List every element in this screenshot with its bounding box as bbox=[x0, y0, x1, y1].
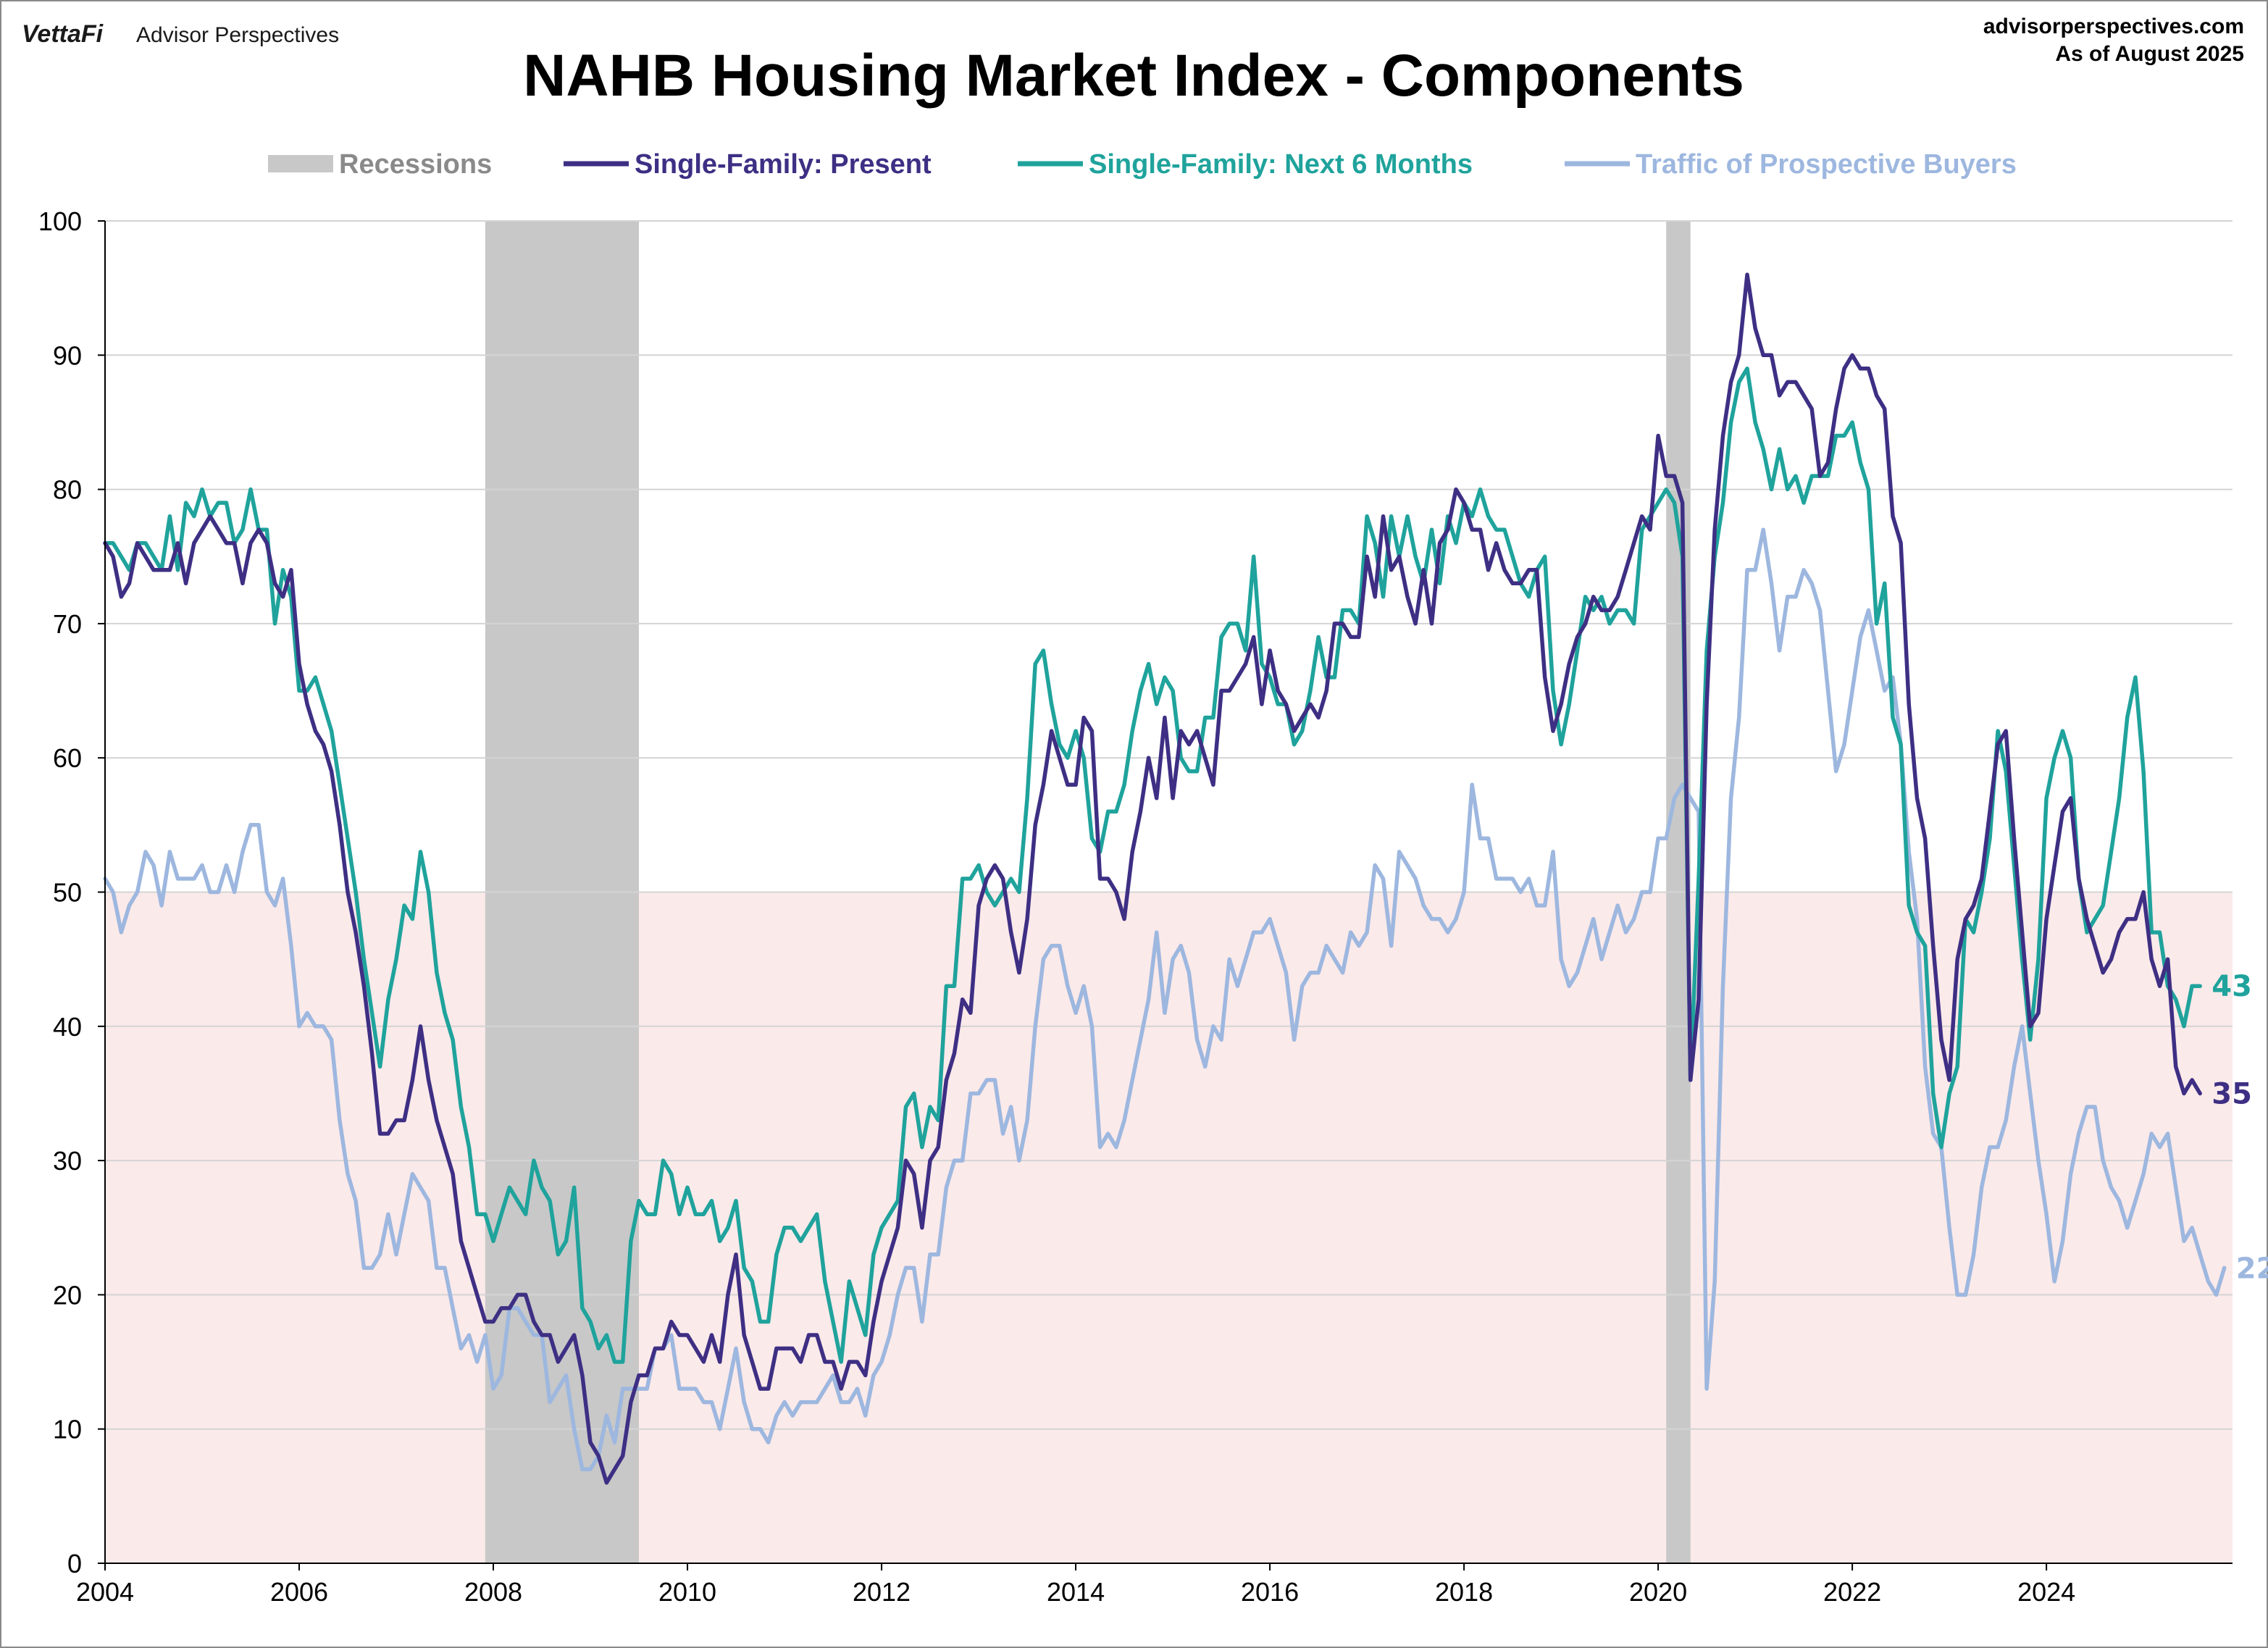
end-labels: 35 43 22 bbox=[2211, 970, 2268, 1285]
brand-subtitle: Advisor Perspectives bbox=[136, 23, 339, 47]
x-tick-label: 2004 bbox=[76, 1577, 134, 1607]
x-tick-label: 2018 bbox=[1435, 1577, 1493, 1607]
x-tick-labels: 2004 2006 2008 2010 2012 2014 2016 2018 2020 2022… bbox=[76, 1577, 2075, 1607]
series-line-traffic bbox=[103, 527, 2227, 1472]
x-tick-label: 2010 bbox=[658, 1577, 716, 1607]
as-of-date: As of August 2025 bbox=[2055, 42, 2244, 66]
y-tick-label: 100 bbox=[38, 206, 82, 236]
legend-label-recession: Recessions bbox=[339, 149, 492, 180]
y-tick-labels: 0 10 20 30 40 50 60 70 80 90 100 bbox=[38, 206, 82, 1578]
series-lines bbox=[103, 272, 2227, 1485]
chart-title: NAHB Housing Market Index - Components bbox=[523, 43, 1744, 109]
axes bbox=[98, 220, 2233, 1570]
x-tick-label: 2014 bbox=[1047, 1577, 1105, 1607]
x-tick-label: 2024 bbox=[2017, 1577, 2075, 1607]
y-tick-label: 50 bbox=[53, 878, 82, 908]
legend-label-next6: Single-Family: Next 6 Months bbox=[1089, 149, 1473, 180]
legend-label-present: Single-Family: Present bbox=[635, 149, 932, 180]
y-tick-label: 80 bbox=[53, 475, 82, 505]
legend: Recessions Single-Family: Present Single-F… bbox=[268, 149, 2017, 180]
legend-swatch-recession bbox=[268, 155, 333, 172]
x-tick-label: 2016 bbox=[1241, 1577, 1299, 1607]
y-tick-label: 90 bbox=[53, 340, 82, 370]
y-tick-label: 0 bbox=[67, 1549, 82, 1578]
y-tick-label: 20 bbox=[53, 1280, 82, 1310]
x-tick-label: 2008 bbox=[464, 1577, 522, 1607]
source-site: advisorperspectives.com bbox=[1983, 14, 2244, 38]
series-line-present bbox=[103, 272, 2202, 1485]
y-tick-label: 70 bbox=[53, 609, 82, 639]
x-tick-label: 2020 bbox=[1629, 1577, 1687, 1607]
end-label-present: 35 bbox=[2211, 1077, 2252, 1110]
x-tick-label: 2012 bbox=[853, 1577, 911, 1607]
y-tick-label: 10 bbox=[53, 1415, 82, 1444]
series-line-next6 bbox=[103, 367, 2202, 1364]
end-label-next6: 43 bbox=[2211, 970, 2252, 1003]
y-tick-label: 40 bbox=[53, 1012, 82, 1042]
legend-label-traffic: Traffic of Prospective Buyers bbox=[1636, 149, 2017, 180]
end-label-traffic: 22 bbox=[2236, 1252, 2268, 1285]
y-tick-label: 30 bbox=[53, 1146, 82, 1176]
y-tick-label: 60 bbox=[53, 743, 82, 773]
brand-logo: VettaFi bbox=[22, 20, 104, 48]
x-tick-label: 2022 bbox=[1823, 1577, 1881, 1607]
x-tick-label: 2006 bbox=[270, 1577, 328, 1607]
